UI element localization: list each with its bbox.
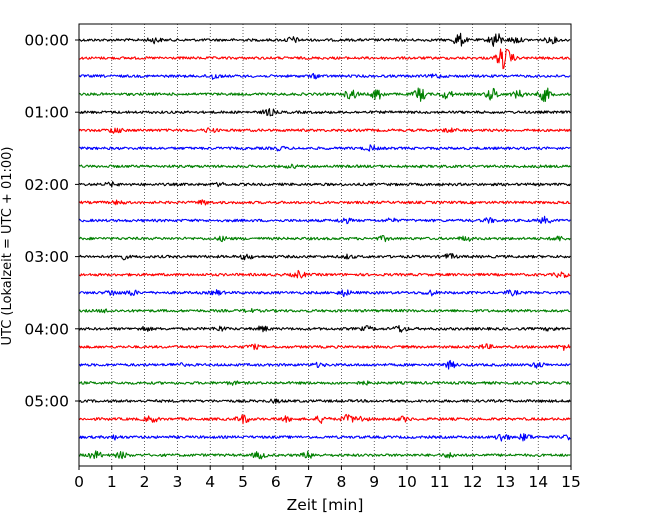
y-tick-label: 05:00 (24, 393, 69, 411)
seismic-trace (78, 450, 571, 460)
seismic-trace (78, 380, 571, 386)
seismic-trace (78, 398, 571, 404)
x-tick-label: 2 (140, 473, 150, 491)
seismic-trace (78, 127, 571, 134)
trace-group (78, 32, 571, 460)
y-tick-label: 04:00 (24, 320, 69, 338)
x-tick-label: 4 (205, 473, 215, 491)
seismic-trace (78, 308, 571, 314)
seismic-trace (78, 199, 571, 206)
x-tick-label: 10 (397, 473, 417, 491)
seismic-trace (78, 325, 571, 333)
x-tick-label: 8 (336, 473, 346, 491)
seismic-trace (78, 32, 571, 47)
seismic-trace (78, 215, 571, 225)
x-tick-label: 14 (528, 473, 548, 491)
y-tick-label: 01:00 (24, 104, 69, 122)
x-tick-label: 15 (561, 473, 581, 491)
x-axis-ticks: 0 1 2 3 4 5 6 7 8 9 10 11 12 13 14 15 (74, 466, 581, 491)
y-tick-label: 00:00 (24, 32, 69, 50)
seismic-trace (78, 163, 571, 170)
seismic-trace (78, 181, 571, 188)
x-tick-label: 1 (107, 473, 117, 491)
x-axis-label: Zeit [min] (287, 496, 364, 514)
x-tick-label: 7 (304, 473, 314, 491)
y-axis-ticks: 00:00 01:00 02:00 03:00 04:00 05:00 (24, 32, 79, 411)
seismic-trace (78, 433, 571, 442)
y-tick-label: 02:00 (24, 176, 69, 194)
y-axis-label: UTC (Lokalzeit = UTC + 01:00) (0, 147, 15, 346)
seismic-trace (78, 269, 571, 279)
x-tick-label: 6 (271, 473, 281, 491)
x-tick-label: 5 (238, 473, 248, 491)
x-tick-label: 13 (496, 473, 516, 491)
x-tick-label: 0 (74, 473, 84, 491)
seismic-trace (78, 289, 571, 298)
seismic-trace (78, 359, 571, 370)
seismic-trace (78, 48, 571, 70)
seismic-trace (78, 252, 571, 261)
plot-frame (78, 23, 572, 467)
seismic-trace (78, 413, 571, 425)
x-tick-label: 11 (430, 473, 450, 491)
seismic-trace (78, 144, 571, 152)
seismic-trace (78, 87, 571, 103)
y-tick-label: 03:00 (24, 248, 69, 266)
x-tick-label: 9 (369, 473, 379, 491)
x-tick-label: 3 (172, 473, 182, 491)
x-tick-label: 12 (463, 473, 483, 491)
seismic-trace (78, 72, 571, 80)
seismic-trace (78, 343, 571, 351)
seismic-trace (78, 108, 571, 117)
seismic-trace (78, 234, 571, 243)
